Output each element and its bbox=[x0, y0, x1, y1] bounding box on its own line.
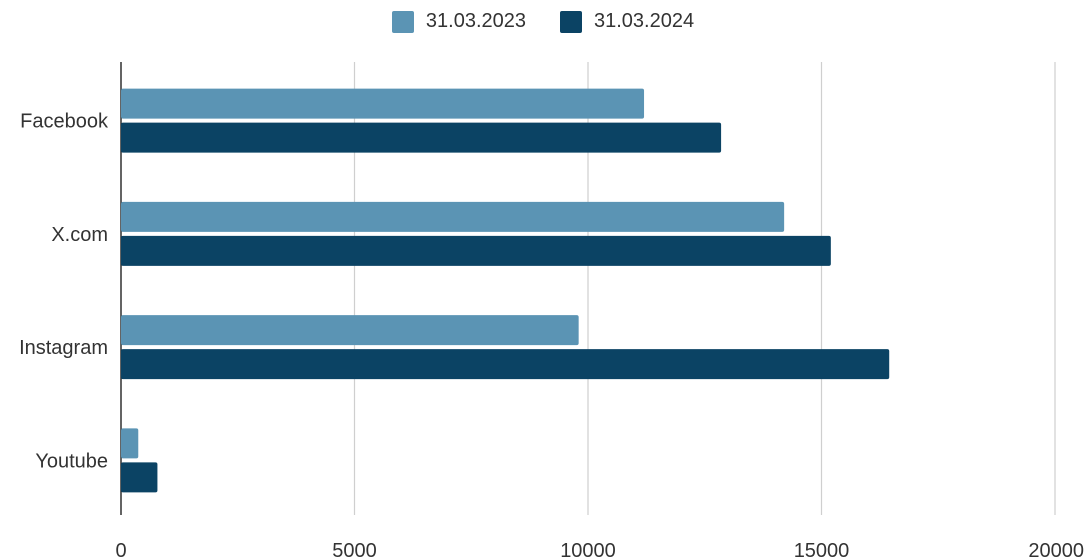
category-label-xcom: X.com bbox=[51, 224, 108, 246]
bar-youtube-31.03.2024 bbox=[121, 462, 158, 493]
x-tick-label-20000: 20000 bbox=[1028, 540, 1084, 560]
x-tick-label-5000: 5000 bbox=[332, 540, 377, 560]
x-tick-label-15000: 15000 bbox=[794, 540, 850, 560]
bar-xcom-31.03.2023 bbox=[121, 201, 785, 232]
bar-xcom-31.03.2024 bbox=[121, 235, 831, 266]
legend-item-2024: 31.03.2024 bbox=[560, 10, 694, 33]
legend-item-2023: 31.03.2023 bbox=[391, 10, 526, 33]
bar-instagram-31.03.2024 bbox=[121, 349, 890, 380]
legend-label-2023: 31.03.2023 bbox=[425, 10, 526, 32]
x-tick-label-0: 0 bbox=[115, 540, 126, 560]
legend-label-2024: 31.03.2024 bbox=[594, 10, 695, 32]
bar-youtube-31.03.2023 bbox=[121, 428, 139, 459]
legend-swatch-2024 bbox=[560, 10, 582, 33]
bar-facebook-31.03.2023 bbox=[121, 88, 645, 119]
category-label-youtube: Youtube bbox=[35, 450, 108, 472]
legend-swatch-2023 bbox=[391, 10, 414, 33]
category-label-instagram: Instagram bbox=[19, 337, 108, 359]
bar-instagram-31.03.2023 bbox=[121, 315, 579, 346]
bar-facebook-31.03.2024 bbox=[121, 122, 722, 153]
legend: 31.03.2023 31.03.2024 bbox=[0, 10, 1086, 33]
x-tick-label-10000: 10000 bbox=[560, 540, 616, 560]
category-label-facebook: Facebook bbox=[20, 111, 109, 133]
